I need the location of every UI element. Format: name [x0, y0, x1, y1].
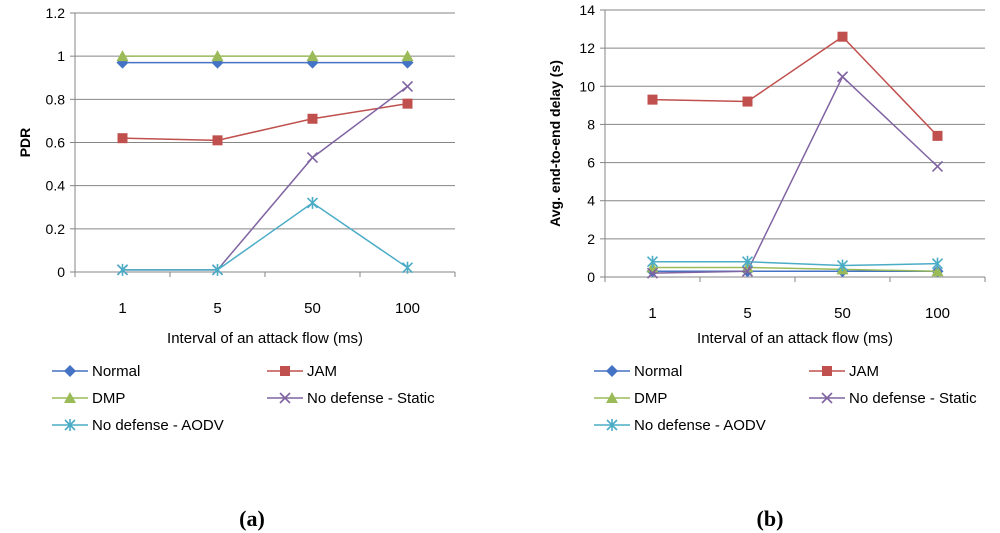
- data-point: [837, 31, 848, 42]
- legend-marker: [606, 419, 618, 431]
- y-tick-label: 6: [587, 155, 595, 171]
- y-tick-label: 12: [579, 40, 595, 56]
- data-point: [116, 263, 129, 276]
- data-point: [931, 160, 944, 172]
- data-point: [116, 50, 129, 62]
- data-point: [307, 113, 318, 124]
- legend-label: No defense - AODV: [92, 417, 224, 434]
- legend-marker: [606, 365, 618, 377]
- data-point: [212, 135, 223, 146]
- legend-label: Normal: [634, 363, 682, 380]
- data-point: [836, 259, 849, 272]
- series-line-dmp: [652, 266, 938, 273]
- y-tick-label: 0.6: [46, 135, 66, 151]
- legend-marker: [606, 392, 618, 403]
- y-axis-title: PDR: [17, 128, 33, 158]
- legend-marker: [64, 392, 76, 403]
- y-tick-label: 0.8: [46, 91, 66, 107]
- x-tick-label: 1: [118, 300, 126, 317]
- x-tick-label: 5: [213, 300, 221, 317]
- legend-marker: [280, 366, 290, 376]
- data-point: [931, 265, 944, 277]
- series-line-no-defense-aodv: [652, 260, 938, 267]
- data-point: [401, 80, 414, 92]
- data-point: [931, 257, 944, 270]
- chart-panel-a: 0 0.2 0.4 0.6 0.8 1 1.2 1 5 50 100 Interval of an a…: [17, 5, 456, 531]
- y-tick-label: 0: [57, 264, 65, 280]
- series-line-jam: [652, 35, 939, 137]
- x-tick-label: 50: [304, 300, 321, 317]
- legend-marker: [64, 365, 76, 377]
- y-tick-label: 14: [579, 2, 595, 18]
- legend-label: DMP: [92, 390, 125, 407]
- legend-label: No defense - AODV: [634, 417, 766, 434]
- data-point: [932, 130, 943, 141]
- data-point: [646, 255, 659, 268]
- data-point: [211, 263, 224, 276]
- y-tick-label: 1: [57, 48, 65, 64]
- data-point: [306, 152, 319, 164]
- legend-label: JAM: [849, 363, 879, 380]
- x-tick-label: 100: [925, 305, 950, 322]
- x-tick-label: 5: [743, 305, 751, 322]
- data-point: [306, 196, 319, 209]
- data-point: [647, 94, 658, 105]
- legend: Normal JAM DMP No defense - Static No defens…: [52, 363, 435, 434]
- legend-marker: [822, 366, 832, 376]
- data-point: [306, 50, 319, 62]
- data-point: [401, 261, 414, 274]
- data-point: [741, 255, 754, 268]
- legend-label: No defense - Static: [849, 390, 977, 407]
- y-axis-title: Avg. end-to-end delay (s): [547, 60, 563, 227]
- legend: Normal JAM DMP No defense - Static No defens…: [594, 363, 977, 434]
- chart-panel-b: 0 2 4 6 8 10 12 14 1 5 50 100 Interval of an attack …: [547, 2, 986, 531]
- x-axis-title: Interval of an attack flow (ms): [697, 330, 893, 347]
- legend-marker: [821, 392, 833, 404]
- series-line-no-defense-static: [652, 75, 939, 274]
- x-tick-label: 50: [834, 305, 851, 322]
- x-axis-title: Interval of an attack flow (ms): [167, 330, 363, 347]
- x-tick-label: 1: [648, 305, 656, 322]
- legend-label: JAM: [307, 363, 337, 380]
- data-point: [402, 98, 413, 109]
- y-tick-label: 1.2: [46, 5, 66, 21]
- legend-label: DMP: [634, 390, 667, 407]
- y-tick-label: 4: [587, 193, 595, 209]
- panel-label: (b): [757, 506, 784, 531]
- legend-marker: [279, 392, 291, 404]
- data-point: [401, 50, 414, 62]
- y-tick-label: 8: [587, 116, 595, 132]
- x-tick-label: 100: [395, 300, 420, 317]
- legend-label: No defense - Static: [307, 390, 435, 407]
- y-tick-label: 0.2: [46, 221, 66, 237]
- y-tick-label: 2: [587, 231, 595, 247]
- data-point: [646, 267, 659, 279]
- panel-label: (a): [239, 506, 265, 531]
- y-tick-label: 0.4: [46, 178, 66, 194]
- data-point: [117, 133, 128, 144]
- series-line-jam: [122, 102, 408, 142]
- legend-label: Normal: [92, 363, 140, 380]
- series-line-no-defense-static: [122, 85, 408, 271]
- data-point: [836, 71, 849, 83]
- data-point: [742, 96, 753, 107]
- series-line-no-defense-aodv: [122, 202, 408, 271]
- y-tick-label: 10: [579, 78, 595, 94]
- y-tick-label: 0: [587, 269, 595, 285]
- data-point: [211, 50, 224, 62]
- legend-marker: [64, 419, 76, 431]
- data-point: [741, 265, 754, 277]
